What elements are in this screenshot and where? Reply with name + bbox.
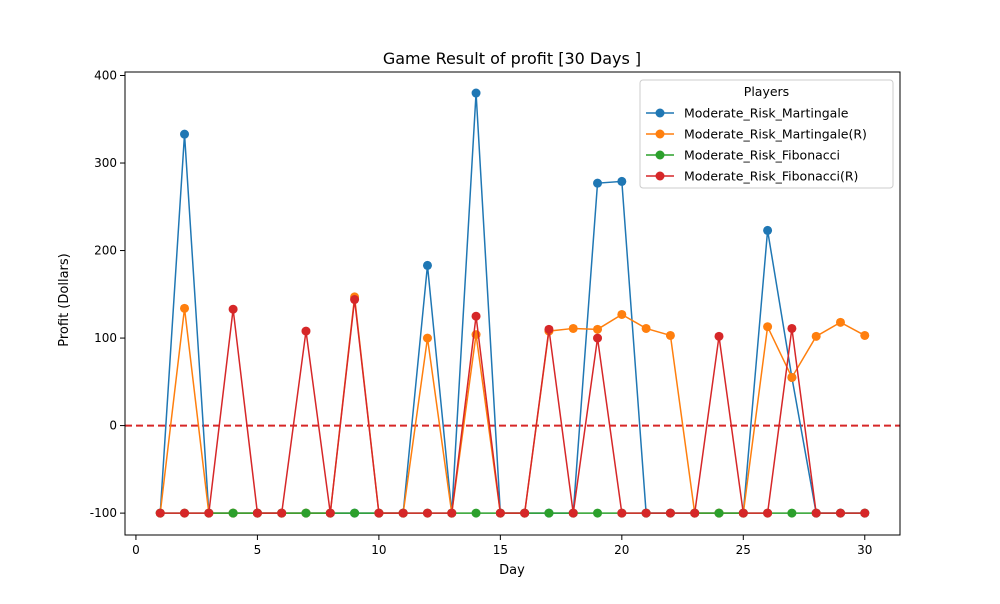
series-1-point [180,129,190,139]
series-3-point [714,508,724,518]
plot-layer [125,88,900,518]
chart-title: Game Result of profit [30 Days ] [383,49,641,68]
series-4-point [665,508,675,518]
series-3-point [593,508,603,518]
series-4-point [860,508,870,518]
y-axis-label: Profit (Dollars) [57,253,72,346]
series-3-point [787,508,797,518]
x-tick-label: 30 [857,543,872,557]
series-4-point [520,508,530,518]
series-4-point [568,508,578,518]
series-3-point [301,508,311,518]
x-tick-label: 5 [254,543,262,557]
x-tick-label: 0 [132,543,140,557]
series-3-point [228,508,238,518]
legend-swatch-marker [655,129,665,139]
series-4-point [301,326,311,336]
legend-entry-label: Moderate_Risk_Martingale [684,106,849,121]
series-2-point [860,330,870,340]
series-4-point [374,508,384,518]
series-4-point [811,508,821,518]
series-4-point [787,323,797,333]
series-4-point [350,295,360,305]
series-2-point [835,317,845,327]
legend-entry-label: Moderate_Risk_Fibonacci [684,148,840,163]
axes-layer: 0 5 10 15 20 25 30 -100 0 100 200 300 400 [90,69,901,557]
series-4-point [593,333,603,343]
legend-entry-label: Moderate_Risk_Fibonacci(R) [684,169,858,184]
series-4-point [738,508,748,518]
series-4-point [471,311,481,321]
series-4-point [690,508,700,518]
legend-swatch-marker [655,150,665,160]
legend-entry-label: Moderate_Risk_Martingale(R) [684,127,867,142]
legend-swatch-marker [655,171,665,181]
series-3-point [471,508,481,518]
series-4-point [398,508,408,518]
series-3-point [544,508,554,518]
legend-title: Players [744,84,789,99]
series-1-point [422,260,432,270]
series-1-point [471,88,481,98]
x-tick-label: 15 [493,543,508,557]
y-tick-label: 0 [109,419,117,433]
series-4-point [180,508,190,518]
x-tick-label: 25 [736,543,751,557]
x-tick-label: 10 [371,543,386,557]
series-4-point [641,508,651,518]
series-1-point [593,178,603,188]
series-4-point [228,304,238,314]
series-4-point [544,324,554,334]
series-4-point [617,508,627,518]
series-4-point [155,508,165,518]
series-4-point [835,508,845,518]
series-2-point [641,323,651,333]
series-4-point [277,508,287,518]
x-axis-label: Day [499,563,525,578]
y-tick-label: -100 [90,506,117,520]
series-4-point [495,508,505,518]
series-1-point [763,225,773,235]
series-4-point [447,508,457,518]
y-tick-label: 200 [94,244,117,258]
series-4-point [204,508,214,518]
series-1-point [617,176,627,186]
axes-frame [124,71,901,536]
series-4-point [714,331,724,341]
series-2-point [180,303,190,313]
series-2-point [787,372,797,382]
series-2-point [568,323,578,333]
legend-box [639,79,894,189]
series-2-point [811,331,821,341]
series-4-point [325,508,335,518]
legend: Players Moderate_Risk_Martingale Moderate_… [639,79,894,189]
legend-swatch-marker [655,108,665,118]
y-tick-label: 100 [94,331,117,345]
series-3-point [350,508,360,518]
series-4-point [422,508,432,518]
series-2-point [617,309,627,319]
y-tick-label: 400 [94,69,117,83]
series-2-point [665,330,675,340]
series-4-point [763,508,773,518]
series-2-point [763,322,773,332]
series-2-point [593,324,603,334]
x-tick-label: 20 [614,543,629,557]
y-tick-label: 300 [94,156,117,170]
series-2-point [422,333,432,343]
series-4-point [252,508,262,518]
